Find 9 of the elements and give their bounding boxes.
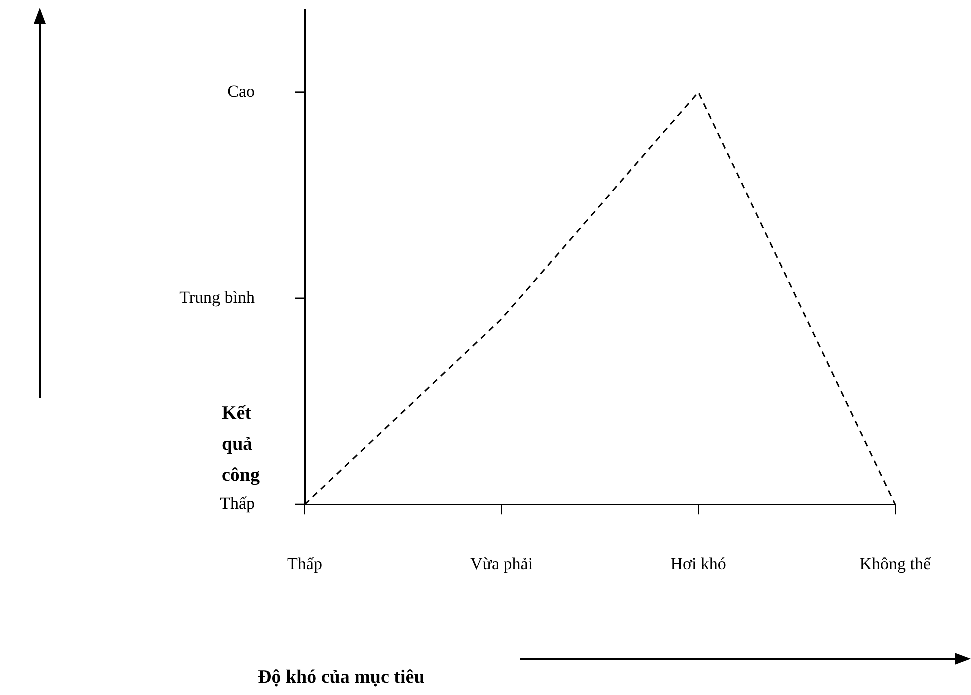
x-tick-label: Hơi khó: [670, 554, 726, 574]
x-axis-title: Độ khó của mục tiêu: [258, 667, 425, 689]
text: Thấp: [220, 494, 255, 514]
y-axis-title: Kết quả công: [222, 402, 261, 488]
x-tick-label: Không thể: [860, 554, 932, 574]
text: Cao: [228, 82, 255, 101]
x-tick-label: Vừa phải: [470, 554, 534, 574]
x-tick-label: Thấp: [288, 554, 322, 574]
text: Trung bình: [180, 288, 256, 307]
